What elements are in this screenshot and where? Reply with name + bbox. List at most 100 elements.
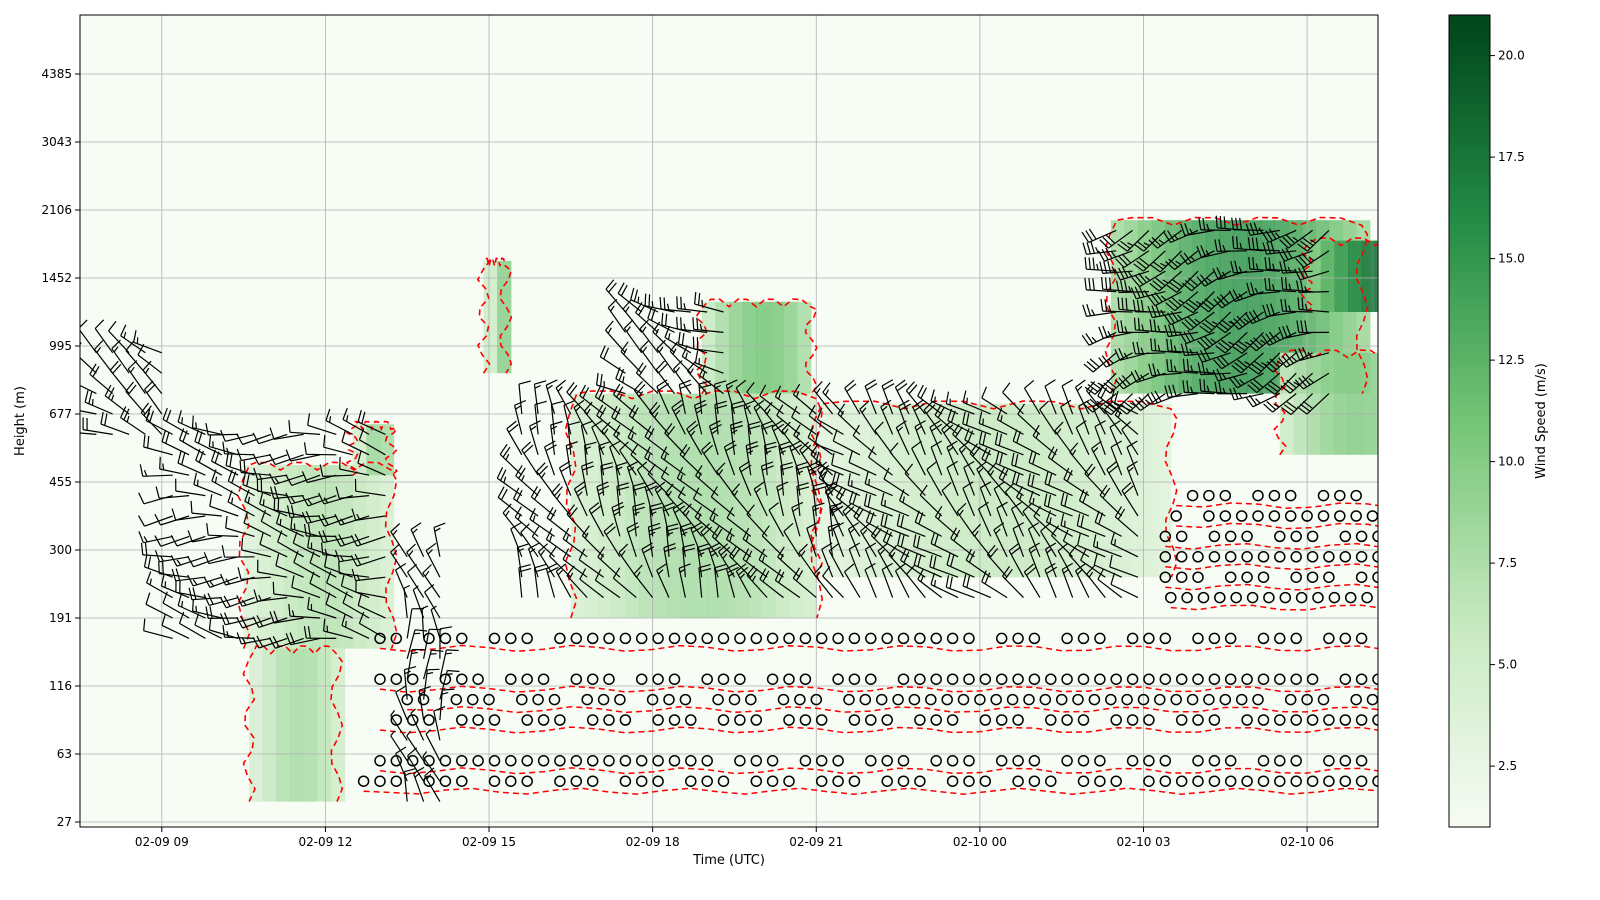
wind-barb: [1051, 525, 1074, 558]
wind-barb: [708, 420, 722, 455]
calm-circle: [1105, 693, 1117, 706]
calm-circle: [1159, 530, 1172, 543]
calm-circle: [832, 775, 844, 787]
x-tick-label: 02-10 00: [953, 835, 1007, 849]
wind-barb: [1148, 363, 1182, 377]
calm-circle: [1268, 489, 1281, 502]
calm-circle: [1509, 593, 1519, 603]
calm-circle: [979, 673, 992, 685]
calm-circle: [1274, 714, 1286, 726]
calm-circle: [1504, 674, 1514, 684]
wind-barb: [133, 330, 163, 354]
calm-circle: [1257, 551, 1270, 563]
calm-circle: [1143, 775, 1155, 787]
calm-circle: [1137, 693, 1150, 706]
heat-cell: [857, 403, 872, 578]
wind-barb: [1028, 490, 1057, 517]
calm-circle: [1235, 510, 1248, 522]
wind-barb: [1044, 379, 1057, 415]
calm-circle: [439, 755, 452, 767]
calm-circle: [930, 714, 942, 726]
calm-circle: [554, 775, 566, 787]
calm-circle: [1224, 673, 1237, 685]
x-axis-ticks: 02-09 09 02-09 12 02-09 15 02-09 18 02-09 21…: [135, 827, 1334, 849]
calm-circle: [1372, 551, 1378, 563]
y-tick-label: 2106: [41, 203, 72, 217]
calm-circle: [1586, 633, 1596, 643]
calm-circle: [1077, 673, 1090, 685]
wind-barb: [433, 706, 446, 741]
wind-barb: [171, 508, 206, 521]
wind-barb: [242, 472, 272, 497]
y-axis-ticks: 27 63 116 191 300 455 677 995 1452 2106 3043 4385: [41, 67, 80, 829]
calm-circle: [799, 632, 812, 645]
calm-circle: [1219, 510, 1232, 522]
heat-cell: [1143, 403, 1158, 578]
wind-barb: [1147, 304, 1182, 319]
calm-circle: [1192, 673, 1204, 685]
calm-circle: [1143, 632, 1155, 645]
wind-barb: [888, 545, 910, 578]
calm-circle: [1246, 591, 1259, 604]
calm-circle: [1094, 673, 1106, 685]
calm-circle: [1257, 775, 1270, 787]
wind-barb: [145, 592, 173, 619]
wind-barb: [303, 626, 337, 640]
calm-circle: [734, 632, 746, 645]
calm-circle: [1126, 632, 1139, 645]
calm-circle: [1110, 714, 1122, 726]
calm-circle: [1569, 531, 1579, 541]
wind-barb: [1294, 372, 1330, 390]
wind-barb: [188, 587, 222, 601]
wind-barb: [351, 508, 386, 521]
wind-barb: [864, 562, 877, 598]
wind-barb: [746, 565, 768, 599]
wind-barb: [1032, 424, 1057, 456]
calm-circle: [652, 673, 664, 685]
wind-barb: [252, 432, 288, 445]
wind-barb: [731, 483, 752, 517]
calm-circle: [1586, 572, 1596, 582]
wind-barb: [760, 461, 774, 496]
calm-circle: [1406, 674, 1416, 684]
wind-barb: [863, 493, 893, 517]
wind-barb: [1130, 285, 1166, 300]
wind-barb: [566, 382, 588, 415]
wind-barb: [930, 531, 959, 558]
calm-circle: [1241, 530, 1253, 543]
calm-circle: [1372, 775, 1378, 787]
calm-circle: [717, 714, 730, 726]
calm-circle: [799, 673, 812, 685]
wind-barb: [205, 422, 239, 436]
wind-barb: [220, 429, 255, 442]
contour-path: [1273, 349, 1378, 456]
calm-circle: [1339, 551, 1352, 563]
heat-cell: [380, 465, 395, 649]
wind-barb: [1146, 390, 1182, 405]
wind-barb: [259, 492, 288, 517]
wind-barb: [162, 591, 190, 619]
calm-circle: [423, 714, 435, 726]
calm-circle: [1094, 632, 1106, 645]
calm-circle: [1406, 633, 1416, 643]
calm-circle: [1339, 755, 1352, 767]
calm-circle: [1417, 491, 1427, 501]
wind-barb: [549, 545, 572, 578]
calm-circle: [652, 775, 664, 787]
wind-barb: [506, 420, 523, 456]
wind-barb: [682, 543, 696, 578]
wind-barb: [1261, 331, 1297, 346]
calm-circle: [1504, 776, 1514, 786]
calm-circle: [619, 755, 632, 767]
wind-barb: [605, 279, 626, 313]
wind-barb: [1068, 544, 1090, 578]
wind-barb: [236, 448, 272, 462]
calm-circle: [1553, 776, 1563, 786]
wind-barb: [714, 563, 727, 598]
calm-circle: [1422, 552, 1432, 562]
wind-barb: [1196, 245, 1231, 259]
calm-circle: [466, 693, 479, 706]
calm-circle: [946, 714, 959, 726]
wind-barb: [899, 489, 926, 517]
calm-circle: [1241, 775, 1253, 787]
